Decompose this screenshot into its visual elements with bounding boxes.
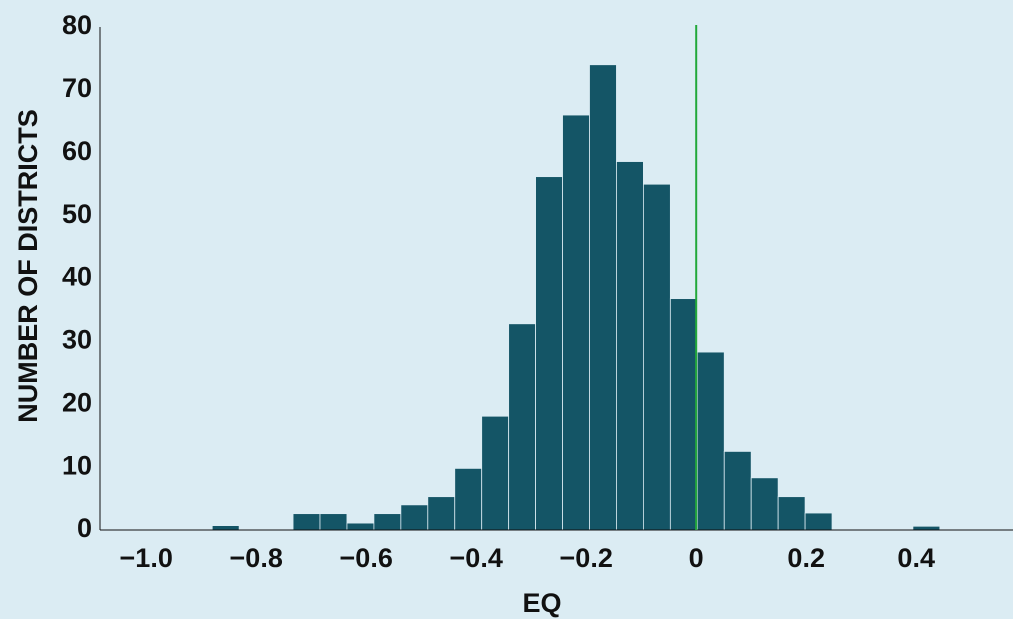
x-tick-label: 0.2 (787, 543, 825, 573)
bar (481, 415, 510, 531)
bar (696, 351, 725, 531)
bar (292, 513, 321, 531)
bar (562, 114, 590, 531)
y-tick-label: 50 (62, 199, 92, 229)
y-tick-label: 70 (62, 73, 92, 103)
bar (616, 161, 644, 531)
bar (508, 323, 536, 531)
bar (346, 522, 375, 531)
x-tick-label: −0.6 (340, 543, 393, 573)
x-tick-label: −0.4 (450, 543, 503, 573)
x-tick-label: 0 (689, 543, 704, 573)
bar (427, 496, 456, 531)
x-tick-label: −1.0 (120, 543, 173, 573)
bar (535, 176, 563, 531)
bar (319, 513, 348, 531)
bar (669, 298, 698, 531)
bar (400, 504, 429, 531)
bar (211, 525, 240, 531)
y-tick-label: 60 (62, 136, 92, 166)
y-tick-label: 80 (62, 10, 92, 40)
y-tick-label: 10 (62, 450, 92, 480)
x-tick-label: 0.4 (897, 543, 935, 573)
bar (589, 64, 617, 531)
bar (750, 477, 779, 531)
y-tick-label: 30 (62, 325, 92, 355)
x-tick-label: −0.2 (560, 543, 613, 573)
x-axis-title: EQ (522, 588, 561, 618)
x-tick-label: −0.8 (230, 543, 283, 573)
bar (777, 496, 806, 531)
bar (373, 513, 402, 531)
y-tick-label: 0 (77, 513, 92, 543)
bar (643, 183, 671, 531)
y-tick-label: 40 (62, 262, 92, 292)
bar (723, 451, 752, 531)
bar (454, 467, 483, 531)
bar (912, 525, 941, 531)
y-tick-label: 20 (62, 387, 92, 417)
y-axis-title: NUMBER OF DISTRICTS (13, 109, 43, 423)
bar (804, 512, 833, 531)
